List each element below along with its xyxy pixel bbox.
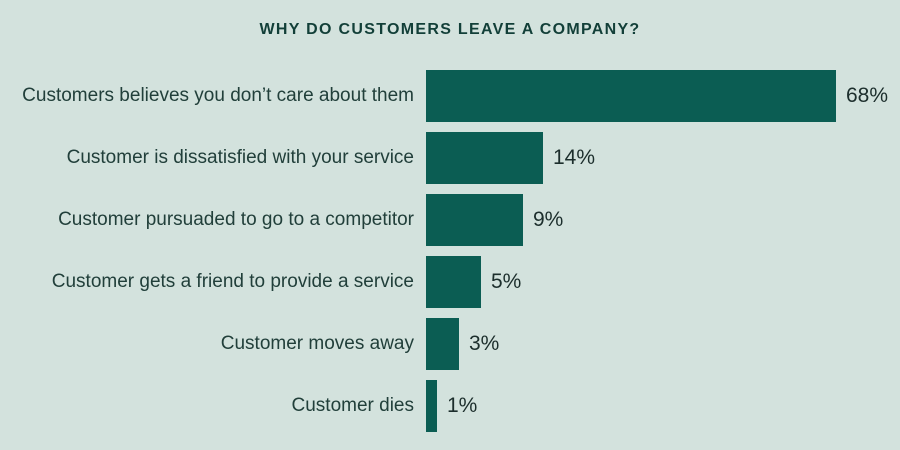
bar-row: Customer is dissatisfied with your servi… xyxy=(0,132,900,184)
category-label: Customer dies xyxy=(291,395,415,416)
bar-row: Customer pursuaded to go to a competitor… xyxy=(0,194,900,246)
bar xyxy=(426,70,836,122)
value-label: 3% xyxy=(469,332,500,355)
bar xyxy=(426,132,543,184)
category-label: Customer gets a friend to provide a serv… xyxy=(51,271,414,292)
category-label: Customer moves away xyxy=(220,333,414,354)
value-label: 68% xyxy=(846,84,889,107)
value-label: 1% xyxy=(447,394,478,417)
bar-rows: Customers believes you don’t care about … xyxy=(0,70,900,432)
bar xyxy=(426,256,481,308)
category-label: Customer pursuaded to go to a competitor xyxy=(58,209,414,230)
bar xyxy=(426,318,459,370)
category-label: Customer is dissatisfied with your servi… xyxy=(66,147,414,168)
bar-row: Customers believes you don’t care about … xyxy=(0,70,900,122)
value-label: 5% xyxy=(491,270,522,293)
category-label: Customers believes you don’t care about … xyxy=(22,85,414,106)
bar xyxy=(426,194,523,246)
bar-row: Customer gets a friend to provide a serv… xyxy=(0,256,900,308)
bar-row: Customer dies 1% xyxy=(0,380,900,432)
bar-row: Customer moves away 3% xyxy=(0,318,900,370)
value-label: 14% xyxy=(553,146,596,169)
bar xyxy=(426,380,437,432)
chart-title: WHY DO CUSTOMERS LEAVE A COMPANY? xyxy=(259,21,641,38)
value-label: 9% xyxy=(533,208,564,231)
